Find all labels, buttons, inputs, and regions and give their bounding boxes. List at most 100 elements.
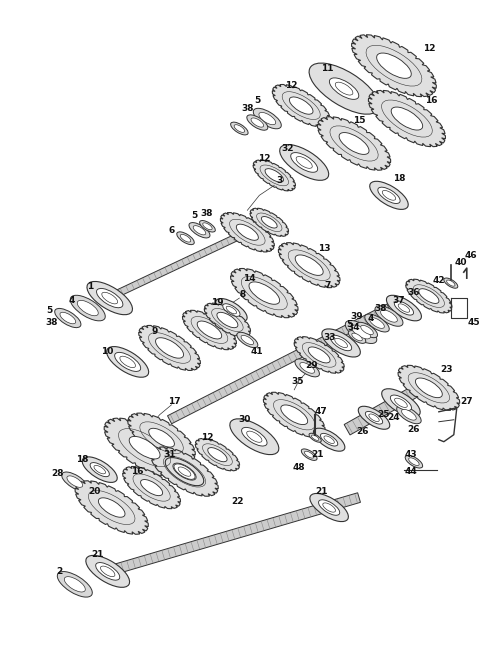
Text: 5: 5 bbox=[346, 320, 352, 329]
Text: 3: 3 bbox=[276, 176, 282, 185]
Ellipse shape bbox=[345, 320, 377, 343]
Ellipse shape bbox=[396, 406, 421, 424]
Ellipse shape bbox=[446, 280, 455, 286]
Ellipse shape bbox=[444, 278, 458, 288]
Ellipse shape bbox=[289, 97, 313, 114]
Polygon shape bbox=[168, 304, 391, 424]
Text: 29: 29 bbox=[305, 362, 317, 370]
Ellipse shape bbox=[230, 419, 279, 455]
Ellipse shape bbox=[216, 299, 247, 322]
Text: 21: 21 bbox=[315, 487, 327, 496]
Ellipse shape bbox=[200, 221, 216, 232]
Ellipse shape bbox=[249, 282, 280, 305]
Ellipse shape bbox=[348, 331, 366, 343]
Ellipse shape bbox=[331, 335, 352, 350]
Ellipse shape bbox=[156, 338, 183, 358]
Ellipse shape bbox=[358, 406, 390, 429]
Text: 48: 48 bbox=[293, 463, 306, 472]
Ellipse shape bbox=[313, 428, 345, 451]
Ellipse shape bbox=[280, 145, 329, 180]
Text: 33: 33 bbox=[323, 333, 336, 343]
Ellipse shape bbox=[308, 347, 330, 363]
Text: 12: 12 bbox=[422, 45, 435, 53]
Text: 32: 32 bbox=[281, 144, 293, 153]
Text: 5: 5 bbox=[47, 305, 53, 314]
Ellipse shape bbox=[64, 576, 85, 592]
Text: 30: 30 bbox=[238, 415, 251, 424]
Ellipse shape bbox=[247, 115, 268, 130]
Ellipse shape bbox=[382, 191, 396, 200]
Ellipse shape bbox=[291, 153, 318, 172]
Ellipse shape bbox=[226, 307, 237, 314]
Ellipse shape bbox=[281, 405, 308, 424]
Ellipse shape bbox=[357, 322, 378, 338]
Ellipse shape bbox=[296, 157, 312, 168]
Ellipse shape bbox=[309, 63, 379, 114]
Text: 31: 31 bbox=[163, 450, 176, 459]
Text: 26: 26 bbox=[356, 427, 368, 436]
Ellipse shape bbox=[96, 563, 120, 580]
Text: 38: 38 bbox=[375, 303, 387, 312]
Ellipse shape bbox=[129, 436, 160, 459]
Text: 16: 16 bbox=[132, 467, 144, 476]
Text: 42: 42 bbox=[432, 276, 445, 285]
Text: 43: 43 bbox=[405, 450, 417, 459]
Ellipse shape bbox=[415, 378, 442, 398]
Polygon shape bbox=[106, 229, 249, 301]
Text: 38: 38 bbox=[46, 318, 58, 326]
Polygon shape bbox=[204, 303, 251, 337]
Ellipse shape bbox=[230, 122, 248, 135]
Ellipse shape bbox=[236, 224, 258, 240]
Ellipse shape bbox=[70, 295, 105, 321]
Ellipse shape bbox=[321, 434, 338, 446]
Ellipse shape bbox=[295, 359, 320, 377]
Polygon shape bbox=[151, 447, 218, 496]
Ellipse shape bbox=[247, 431, 262, 442]
Polygon shape bbox=[272, 84, 330, 126]
Ellipse shape bbox=[395, 398, 408, 407]
Ellipse shape bbox=[408, 458, 419, 466]
Text: 47: 47 bbox=[315, 407, 327, 417]
Ellipse shape bbox=[402, 409, 416, 420]
Polygon shape bbox=[278, 242, 340, 288]
Polygon shape bbox=[75, 481, 148, 534]
Ellipse shape bbox=[193, 226, 206, 235]
Ellipse shape bbox=[301, 449, 317, 460]
Ellipse shape bbox=[217, 312, 238, 328]
Ellipse shape bbox=[309, 433, 321, 442]
Ellipse shape bbox=[120, 356, 135, 367]
Ellipse shape bbox=[87, 282, 132, 314]
Ellipse shape bbox=[173, 463, 196, 480]
Ellipse shape bbox=[351, 325, 371, 339]
Text: 16: 16 bbox=[425, 96, 437, 105]
Ellipse shape bbox=[405, 455, 423, 468]
Ellipse shape bbox=[394, 301, 414, 315]
Polygon shape bbox=[195, 438, 240, 471]
Ellipse shape bbox=[61, 472, 88, 491]
Text: 12: 12 bbox=[285, 81, 298, 90]
Ellipse shape bbox=[86, 555, 130, 588]
Ellipse shape bbox=[237, 332, 258, 348]
Polygon shape bbox=[253, 160, 296, 191]
Ellipse shape bbox=[102, 292, 118, 304]
Ellipse shape bbox=[335, 82, 353, 95]
Text: 6: 6 bbox=[168, 226, 175, 234]
Text: 18: 18 bbox=[75, 455, 88, 464]
Text: 20: 20 bbox=[89, 487, 101, 496]
Text: 23: 23 bbox=[441, 365, 453, 375]
Ellipse shape bbox=[208, 447, 227, 462]
Text: 38: 38 bbox=[200, 209, 213, 218]
Text: 17: 17 bbox=[168, 398, 181, 406]
Ellipse shape bbox=[265, 168, 284, 182]
Ellipse shape bbox=[369, 414, 379, 422]
Polygon shape bbox=[344, 380, 430, 435]
Ellipse shape bbox=[67, 476, 83, 487]
Ellipse shape bbox=[382, 388, 420, 417]
Text: 12: 12 bbox=[201, 433, 214, 442]
Ellipse shape bbox=[419, 289, 439, 303]
Text: 4: 4 bbox=[368, 314, 374, 322]
Text: 37: 37 bbox=[393, 295, 405, 305]
Polygon shape bbox=[352, 35, 436, 97]
Ellipse shape bbox=[390, 395, 411, 411]
Ellipse shape bbox=[107, 346, 149, 377]
